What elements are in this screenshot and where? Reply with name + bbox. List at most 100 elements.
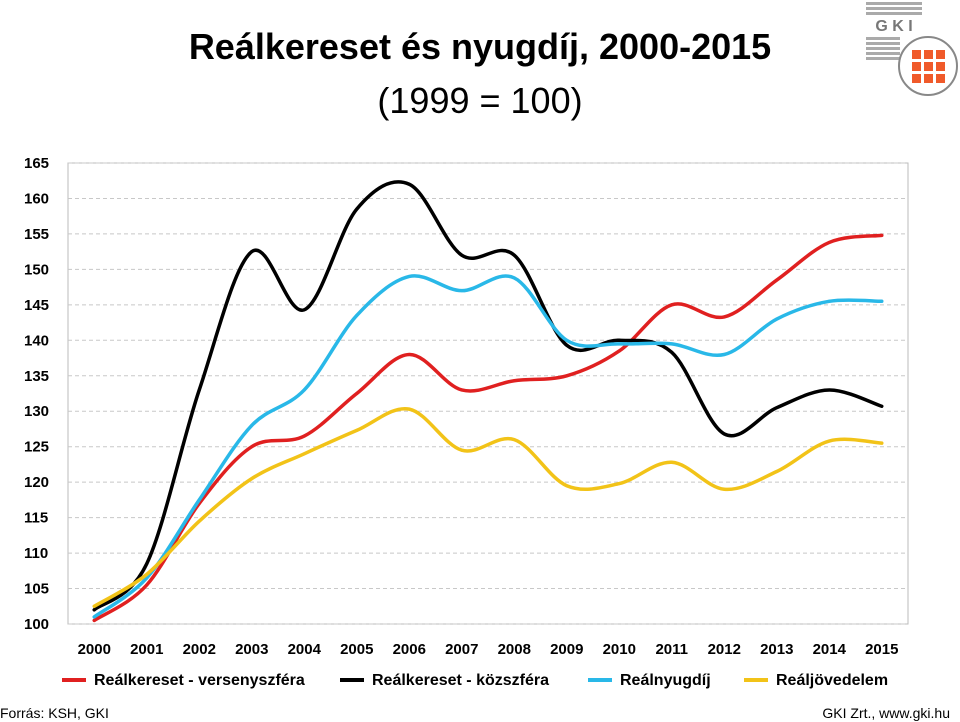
data-point (512, 438, 516, 442)
x-tick-label: 2003 (235, 641, 268, 658)
data-point (92, 608, 96, 612)
data-point (355, 313, 359, 317)
x-tick-label: 2006 (393, 641, 426, 658)
data-point (302, 452, 306, 456)
y-tick-label: 130 (24, 403, 49, 420)
y-tick-label: 155 (24, 226, 49, 243)
data-point (617, 482, 621, 486)
data-point (617, 338, 621, 342)
x-tick-label: 2015 (865, 641, 898, 658)
source-note: Forrás: KSH, GKI (0, 705, 109, 721)
legend-label: Reálkereset - versenyszféra (94, 672, 305, 689)
data-point (827, 240, 831, 244)
data-point (92, 615, 96, 619)
chart-title: Reálkereset és nyugdíj, 2000-2015 (188, 26, 772, 67)
x-tick-label: 2014 (813, 641, 847, 658)
series-line-3 (92, 274, 884, 619)
x-tick-label: 2004 (288, 641, 322, 658)
y-tick-label: 120 (24, 474, 49, 491)
data-point (670, 303, 674, 307)
data-point (617, 349, 621, 353)
data-point (145, 572, 149, 576)
data-point (407, 182, 411, 186)
y-tick-label: 160 (24, 190, 49, 207)
y-tick-label: 140 (24, 332, 49, 349)
x-tick-label: 2005 (340, 641, 373, 658)
data-point (407, 274, 411, 278)
data-point (670, 460, 674, 464)
x-tick-label: 2012 (708, 641, 741, 658)
data-point (775, 406, 779, 410)
data-point (460, 253, 464, 257)
data-point (355, 207, 359, 211)
logo-text: G K I (875, 18, 912, 35)
data-point (722, 315, 726, 319)
data-point (92, 618, 96, 622)
data-point (145, 583, 149, 587)
data-point (92, 604, 96, 608)
data-point (460, 448, 464, 452)
x-tick-label: 2000 (78, 641, 111, 658)
y-tick-label: 100 (24, 616, 49, 633)
y-tick-label: 110 (24, 545, 48, 562)
x-tick-label: 2011 (655, 641, 688, 658)
data-point (302, 434, 306, 438)
y-tick-label: 165 (24, 155, 49, 172)
data-point (880, 404, 884, 408)
data-point (722, 432, 726, 436)
data-point (197, 498, 201, 502)
data-point (355, 428, 359, 432)
data-point (670, 342, 674, 346)
gki-logo-icon: G K I (866, 2, 958, 96)
data-point (250, 445, 254, 449)
y-tick-label: 150 (24, 261, 49, 278)
data-point (565, 338, 569, 342)
data-point (670, 350, 674, 354)
x-tick-label: 2013 (760, 641, 793, 658)
data-point (775, 317, 779, 321)
data-point (407, 407, 411, 411)
data-point (512, 253, 516, 257)
data-point (302, 308, 306, 312)
data-point (827, 439, 831, 443)
legend-label: Reálkereset - közszféra (372, 672, 549, 689)
x-tick-label: 2007 (445, 641, 478, 658)
data-point (460, 289, 464, 293)
legend-label: Reálnyugdíj (620, 672, 711, 689)
data-point (880, 441, 884, 445)
data-point (250, 250, 254, 254)
data-point (722, 352, 726, 356)
y-tick-label: 125 (24, 439, 49, 456)
x-tick-label: 2010 (603, 641, 636, 658)
data-point (775, 278, 779, 282)
data-point (460, 388, 464, 392)
data-point (565, 374, 569, 378)
grid (68, 162, 908, 625)
y-tick-label: 135 (24, 368, 49, 385)
data-point (407, 352, 411, 356)
data-point (302, 388, 306, 392)
data-point (722, 487, 726, 491)
series-line-4 (92, 407, 884, 609)
data-point (197, 519, 201, 523)
data-point (512, 276, 516, 280)
data-point (512, 379, 516, 383)
y-tick-label: 115 (24, 510, 48, 527)
x-tick-label: 2009 (550, 641, 583, 658)
x-tick-label: 2001 (130, 641, 163, 658)
y-axis: 100 105 110 115 120 125 130 135 140 145 150 155 160 1… (24, 155, 49, 633)
y-tick-label: 145 (24, 297, 49, 314)
chart-subtitle: (1999 = 100) (377, 80, 583, 121)
data-point (197, 388, 201, 392)
data-point (617, 342, 621, 346)
data-point (827, 388, 831, 392)
legend-label: Reáljövedelem (776, 672, 888, 689)
x-tick-label: 2008 (498, 641, 531, 658)
data-point (775, 470, 779, 474)
x-tick-label: 2002 (183, 641, 216, 658)
data-point (355, 392, 359, 395)
x-axis: 2000 2001 2002 2003 2004 2005 2006 2007 2008 2009… (78, 641, 899, 658)
data-point (880, 299, 884, 303)
data-point (565, 343, 569, 347)
